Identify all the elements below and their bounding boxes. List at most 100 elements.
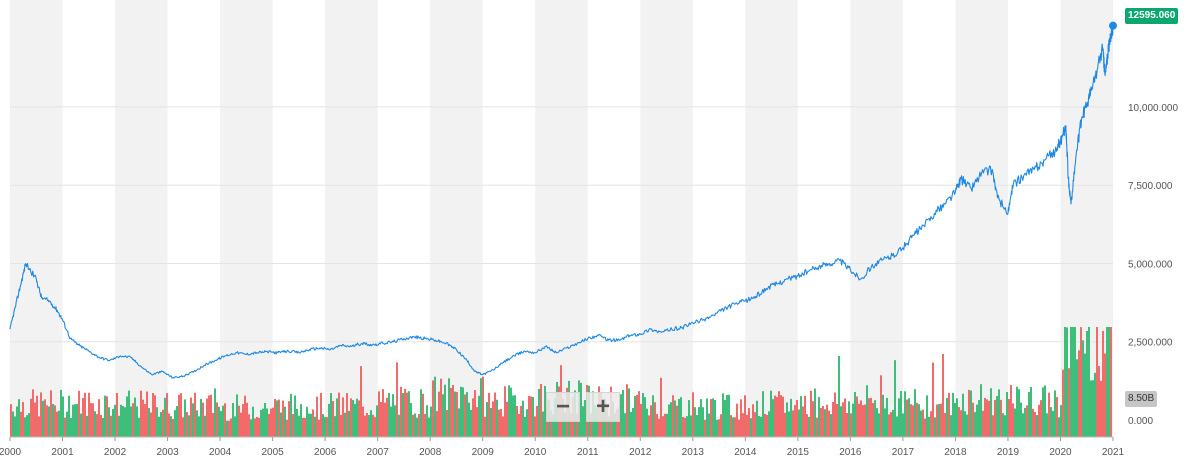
- volume-bar: [718, 419, 720, 437]
- price-line-layer: [9, 21, 1117, 379]
- volume-bar: [426, 405, 428, 437]
- volume-bar: [134, 397, 136, 437]
- volume-bar: [190, 397, 192, 437]
- volume-bar: [488, 392, 490, 437]
- year-band: [220, 0, 273, 437]
- zoom-out-button[interactable]: −: [546, 392, 580, 422]
- volume-bar: [648, 415, 650, 437]
- volume-bar: [526, 409, 528, 437]
- volume-bar: [946, 397, 948, 437]
- volume-bar: [14, 416, 16, 437]
- volume-bar: [442, 394, 444, 437]
- volume-bar: [414, 413, 416, 437]
- volume-bar: [884, 408, 886, 437]
- volume-bar: [224, 403, 226, 437]
- volume-bar: [720, 414, 722, 437]
- volume-bar: [984, 397, 986, 437]
- x-tick-label: 2005: [261, 447, 284, 458]
- x-tick-label: 2006: [314, 447, 337, 458]
- volume-bar: [46, 405, 48, 437]
- volume-bar: [732, 417, 734, 437]
- volume-bar: [656, 414, 658, 437]
- volume-bar: [822, 405, 824, 437]
- volume-bar: [96, 414, 98, 437]
- volume-bar: [730, 415, 732, 437]
- volume-bar: [18, 399, 20, 437]
- volume-bar: [266, 408, 268, 437]
- volume-bar: [1000, 399, 1002, 437]
- volume-bar: [494, 392, 496, 437]
- volume-bar: [372, 414, 374, 437]
- volume-bar: [146, 391, 148, 437]
- x-tick-label: 2003: [156, 447, 179, 458]
- volume-bar: [664, 413, 666, 437]
- year-band: [955, 0, 1008, 437]
- volume-bar: [890, 412, 892, 437]
- volume-bar: [456, 392, 458, 437]
- volume-bar: [288, 401, 290, 437]
- x-tick-label: 2020: [1049, 447, 1072, 458]
- year-band: [430, 0, 483, 437]
- zoom-in-button[interactable]: +: [586, 392, 620, 422]
- volume-bar: [16, 406, 18, 437]
- volume-bar: [478, 395, 480, 437]
- volume-bar: [696, 415, 698, 437]
- volume-bar: [1092, 380, 1094, 437]
- volume-bar: [928, 416, 930, 437]
- volume-bar: [622, 389, 624, 437]
- volume-bar: [820, 408, 822, 437]
- volume-bar: [392, 394, 394, 437]
- volume-bar: [408, 391, 410, 437]
- volume-bar: [448, 378, 450, 437]
- volume-bar: [390, 406, 392, 437]
- volume-bar: [282, 400, 284, 437]
- volume-bar: [710, 399, 712, 437]
- volume-bar: [700, 399, 702, 437]
- y-tick-label: 10,000.000: [1128, 103, 1178, 114]
- volume-bar: [934, 417, 936, 437]
- volume-axis-badge: 8.50B: [1125, 391, 1158, 407]
- volume-bar: [662, 416, 664, 437]
- volume-bar: [412, 414, 414, 437]
- volume-bar: [122, 406, 124, 437]
- volume-bar: [886, 397, 888, 437]
- volume-bar: [790, 398, 792, 437]
- volume-bar: [1110, 327, 1112, 437]
- volume-bar: [258, 417, 260, 437]
- volume-bar: [540, 383, 542, 437]
- volume-bar: [98, 399, 100, 437]
- volume-bar: [210, 394, 212, 437]
- volume-bar: [280, 412, 282, 437]
- volume-bar: [602, 411, 604, 437]
- volume-bar: [1094, 372, 1096, 437]
- volume-bar: [1100, 380, 1102, 437]
- volume-bar: [704, 419, 706, 437]
- volume-bar: [750, 418, 752, 437]
- volume-bar: [82, 398, 84, 437]
- volume-bar: [200, 398, 202, 437]
- y-tick-label: 5,000.000: [1128, 259, 1173, 270]
- volume-bar: [26, 415, 28, 437]
- volume-bar: [328, 403, 330, 437]
- volume-bar: [724, 399, 726, 437]
- volume-bar: [782, 396, 784, 437]
- volume-bar: [930, 411, 932, 437]
- volume-bar: [880, 375, 882, 437]
- volume-bar: [422, 393, 424, 437]
- volume-bar: [348, 410, 350, 437]
- volume-bar: [334, 416, 336, 437]
- volume-bar: [238, 405, 240, 437]
- volume-bar: [314, 416, 316, 437]
- x-tick-label: 2012: [629, 447, 652, 458]
- volume-bar: [650, 405, 652, 437]
- volume-bar: [636, 394, 638, 437]
- volume-bar: [688, 400, 690, 437]
- volume-bar: [108, 407, 110, 437]
- volume-bar: [774, 395, 776, 437]
- volume-bar: [986, 399, 988, 437]
- volume-bar: [908, 398, 910, 437]
- volume-bar: [104, 395, 106, 437]
- volume-bar: [898, 398, 900, 437]
